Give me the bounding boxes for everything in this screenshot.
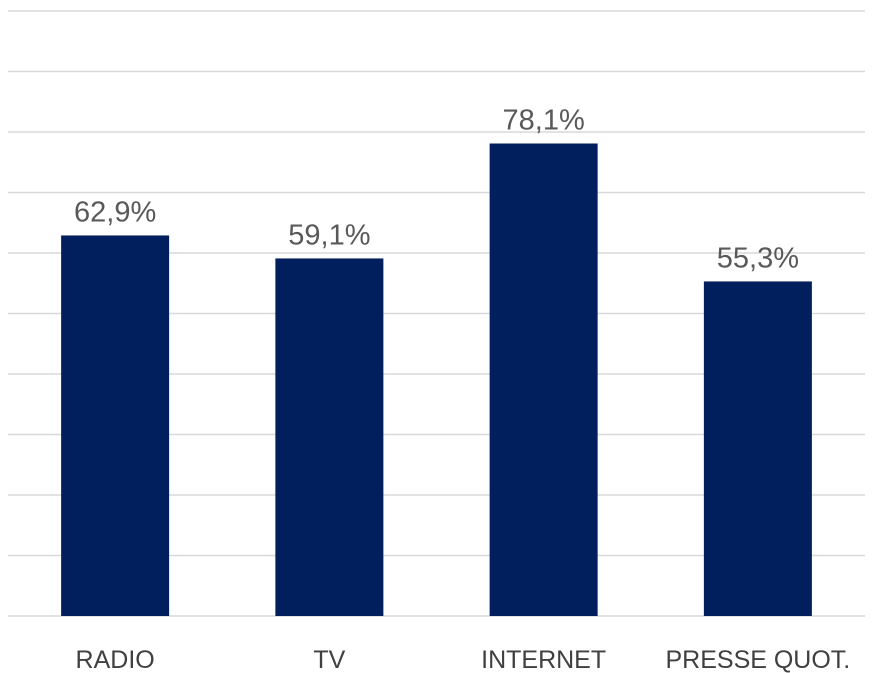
bar-radio [61,235,170,616]
data-labels: 62,9% 59,1% 78,1% 55,3% [74,104,799,274]
bars [61,143,812,616]
category-label: PRESSE QUOT. [665,646,850,673]
category-labels: RADIO TV INTERNET PRESSE QUOT. [76,646,851,673]
data-label: 62,9% [74,196,156,228]
bar-internet [489,143,598,616]
data-label: 78,1% [503,104,585,136]
category-label: RADIO [76,646,155,673]
data-label: 59,1% [288,219,370,251]
data-label: 55,3% [717,242,799,274]
bar-presse-quot [703,281,812,616]
bar-tv [275,258,384,616]
category-label: INTERNET [481,646,606,673]
category-label: TV [313,646,345,673]
